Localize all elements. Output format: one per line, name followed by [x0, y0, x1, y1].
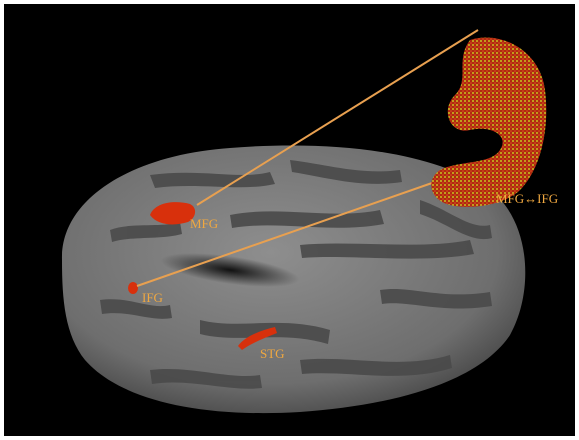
- ifg-activation: [128, 282, 138, 294]
- sylvian-fissure: [160, 253, 300, 287]
- mfg-activation: [150, 202, 196, 225]
- label-stg: STG: [260, 346, 285, 361]
- stg-activation: [238, 327, 277, 350]
- fiber-tract: [431, 37, 547, 207]
- label-ifg: IFG: [142, 290, 163, 305]
- label-tract: MFG↔IFG: [496, 191, 558, 206]
- connector-line: [196, 29, 479, 206]
- connector-line: [136, 182, 433, 287]
- label-mfg: MFG: [190, 216, 218, 231]
